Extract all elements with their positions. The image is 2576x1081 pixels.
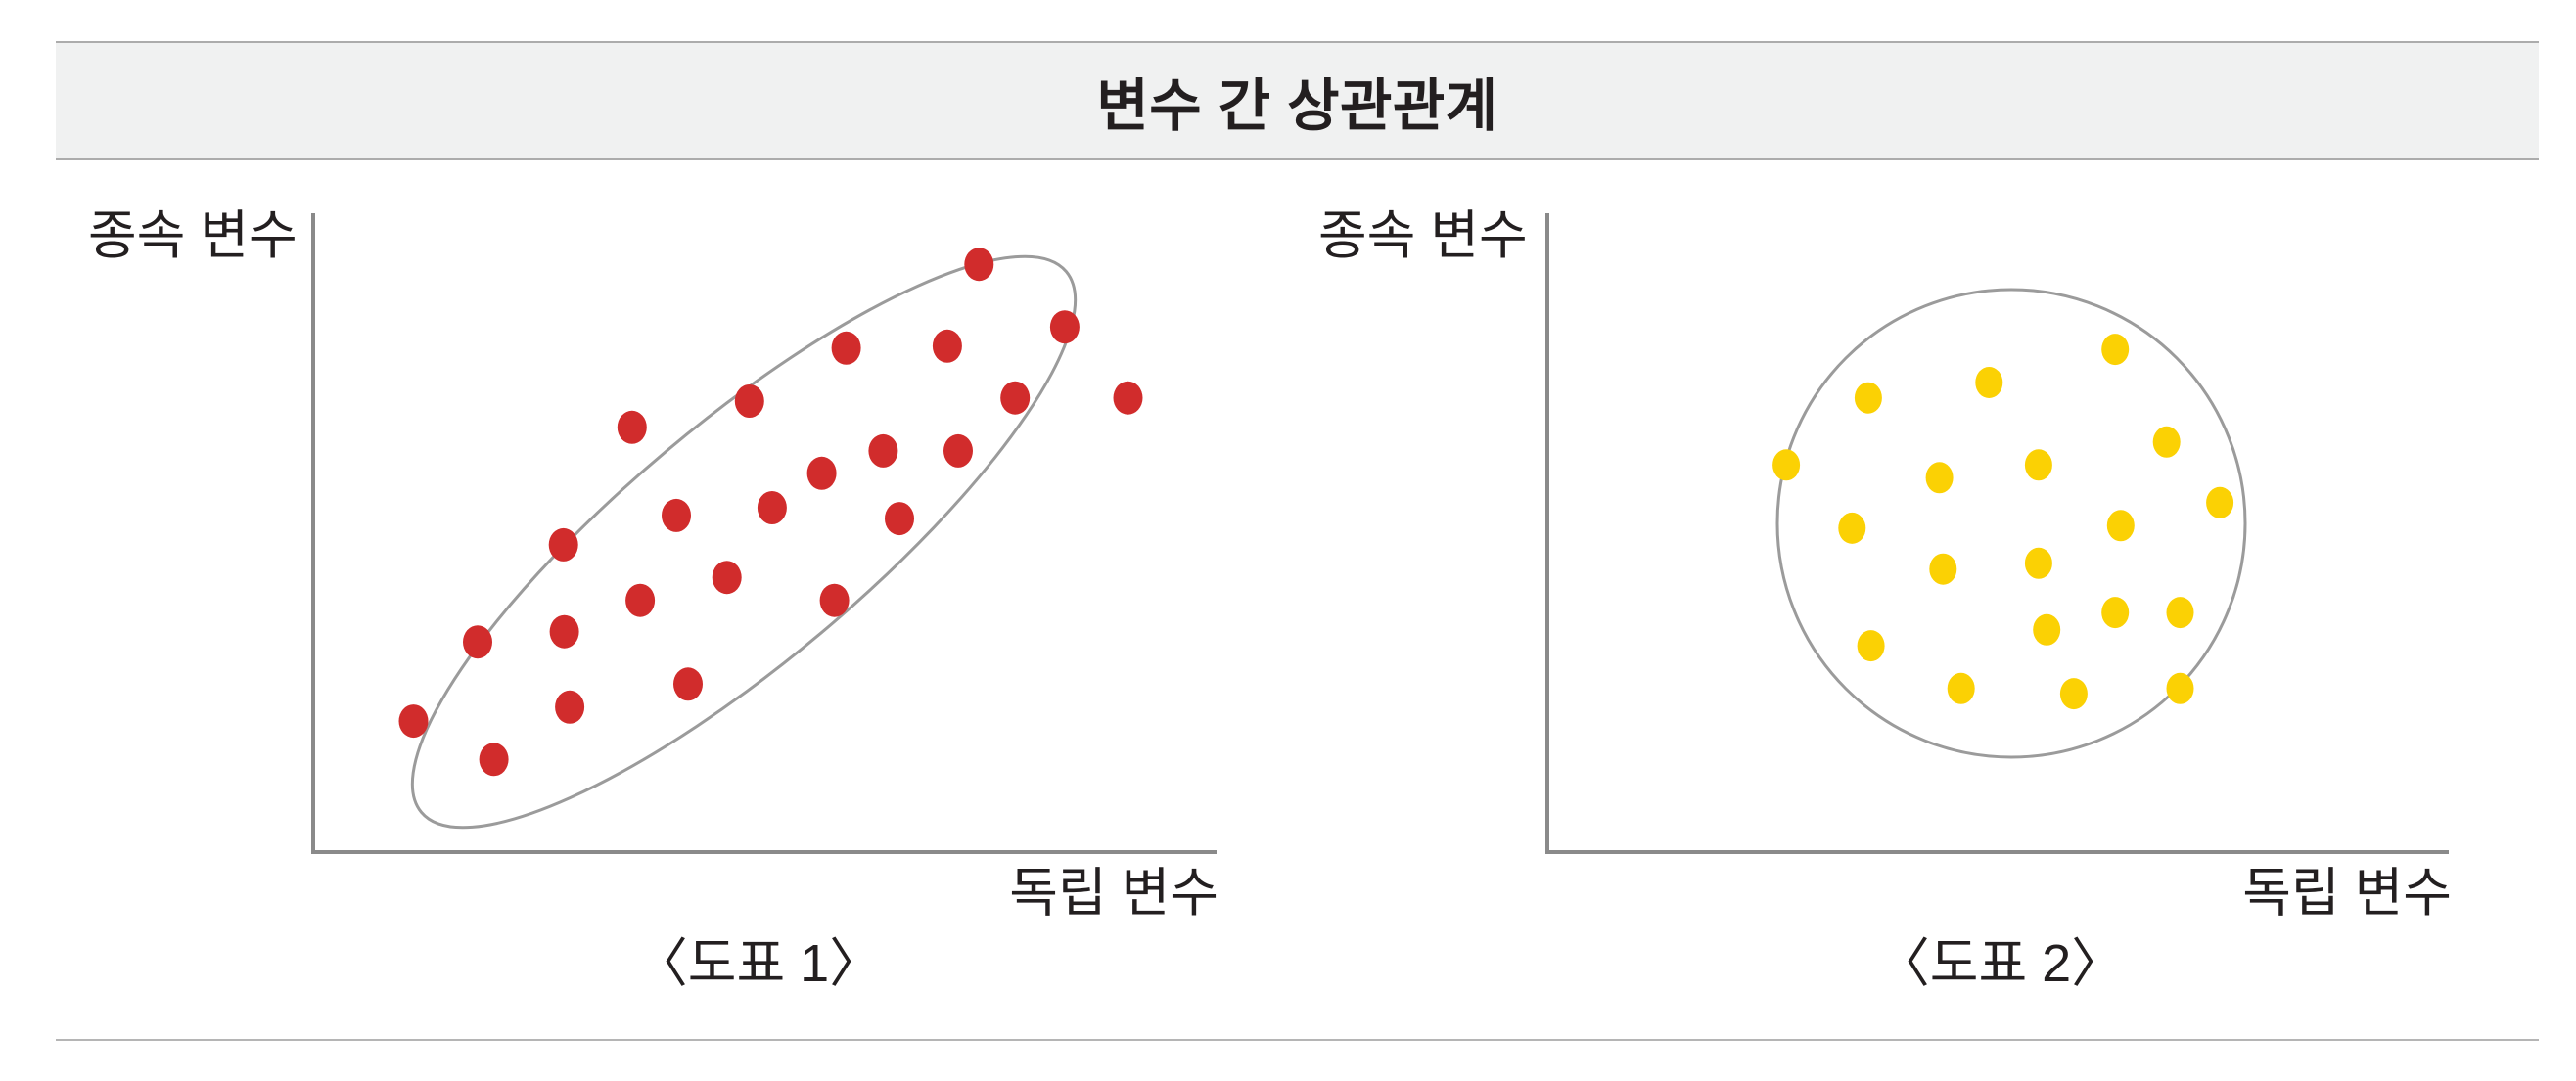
data-point: [662, 498, 691, 532]
data-point: [463, 625, 492, 659]
data-point: [673, 667, 703, 701]
data-point: [806, 456, 837, 490]
data-point: [2166, 672, 2194, 704]
data-point: [398, 704, 429, 739]
chart2-caption: 〈도표 2〉: [1876, 934, 2125, 993]
figure-title: 변수 간 상관관계: [1096, 74, 1498, 138]
data-point: [2033, 613, 2061, 646]
chart2-x-axis-label: 독립 변수: [2242, 864, 2452, 923]
chart1-y-axis-label: 종속 변수: [88, 206, 298, 265]
figure-title-bar: 변수 간 상관관계: [56, 41, 2539, 160]
scatter-plot-2: [1545, 213, 2449, 854]
bottom-divider: [56, 1039, 2539, 1041]
data-point: [2106, 510, 2135, 542]
data-point: [1929, 553, 1957, 585]
data-point: [2024, 449, 2052, 481]
data-point: [1049, 310, 1080, 344]
data-point: [549, 614, 579, 649]
data-point: [712, 561, 742, 595]
axes: [1545, 213, 2449, 854]
data-point: [625, 583, 656, 617]
data-point: [2152, 426, 2181, 458]
data-point: [1947, 672, 1975, 704]
data-point: [1113, 381, 1143, 415]
axes: [311, 213, 1217, 854]
data-point: [1000, 381, 1031, 415]
data-point: [964, 248, 994, 282]
data-point: [1925, 462, 1954, 494]
scatter-plot-1: [311, 213, 1217, 854]
data-point: [1772, 449, 1801, 481]
correlation-envelope: [410, 254, 1078, 830]
data-point: [734, 384, 764, 418]
data-point: [2206, 486, 2234, 518]
data-point: [932, 329, 962, 363]
data-point: [1857, 630, 1885, 662]
data-point: [1854, 382, 1882, 414]
data-point: [2166, 597, 2194, 629]
data-point: [479, 743, 509, 777]
chart1-x-axis-label: 독립 변수: [1009, 864, 1219, 923]
data-point: [2059, 678, 2088, 710]
data-point: [2024, 547, 2052, 579]
data-point: [943, 433, 973, 468]
data-point: [757, 491, 787, 524]
data-point: [2101, 597, 2130, 629]
data-point: [868, 433, 898, 468]
data-point: [617, 410, 647, 444]
data-point: [1838, 512, 1866, 544]
data-point: [2101, 334, 2130, 366]
chart2-y-axis-label: 종속 변수: [1318, 206, 1528, 265]
data-point: [831, 331, 861, 365]
data-point: [819, 583, 850, 617]
data-point: [555, 690, 585, 724]
data-point: [548, 527, 578, 562]
correlation-envelope: [1775, 288, 2247, 759]
data-point: [885, 502, 914, 536]
data-point: [1975, 367, 2003, 398]
chart1-caption: 〈도표 1〉: [634, 934, 883, 993]
